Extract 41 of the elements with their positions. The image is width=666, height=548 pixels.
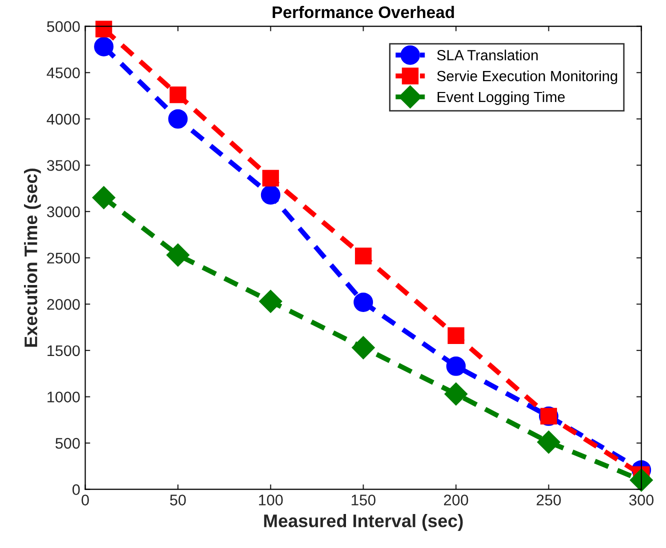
y-tick-label: 5000 bbox=[47, 21, 80, 32]
point bbox=[262, 170, 279, 187]
y-tick-label: 4000 bbox=[46, 114, 80, 125]
y-tick-label: 3500 bbox=[46, 160, 80, 171]
x-tick-label: 200 bbox=[444, 494, 468, 506]
point bbox=[444, 382, 468, 406]
y-tick-label: 4500 bbox=[46, 67, 80, 78]
point bbox=[537, 430, 560, 454]
y-tick-label: 0 bbox=[72, 484, 80, 496]
point bbox=[354, 292, 374, 312]
legend-label: Servie Execution Monitoring bbox=[437, 70, 618, 84]
x-tick-label: 0 bbox=[82, 494, 89, 506]
y-tick-label: 2000 bbox=[47, 299, 80, 310]
point bbox=[354, 248, 372, 264]
x-tick-label: 100 bbox=[259, 494, 283, 506]
y-axis-title: Execution Time (sec) bbox=[24, 168, 41, 347]
point bbox=[446, 356, 466, 376]
legend-label: SLA Translation bbox=[437, 50, 538, 60]
legend-label: Event Logging Time bbox=[438, 91, 565, 106]
chart-title: Performance Overhead bbox=[272, 6, 454, 18]
x-tick-label: 300 bbox=[629, 494, 654, 506]
point bbox=[259, 290, 282, 313]
y-tick-label: 1500 bbox=[48, 345, 80, 356]
y-tick-label: 1000 bbox=[48, 392, 80, 402]
x-tick-label: 50 bbox=[170, 494, 186, 506]
point bbox=[92, 186, 116, 210]
point bbox=[168, 109, 188, 129]
y-tick-label: 2500 bbox=[47, 252, 80, 264]
y-tick-label: 3000 bbox=[46, 206, 80, 218]
point bbox=[95, 20, 112, 38]
point bbox=[448, 327, 464, 344]
x-tick-label: 250 bbox=[536, 494, 561, 506]
y-tick-label: 500 bbox=[56, 438, 80, 449]
point bbox=[170, 86, 186, 104]
x-tick-label: 150 bbox=[352, 494, 376, 506]
point bbox=[166, 244, 190, 267]
point bbox=[630, 468, 653, 492]
point bbox=[260, 185, 280, 205]
point bbox=[352, 336, 375, 360]
x-axis-title: Measured Interval (sec) bbox=[264, 514, 463, 531]
point bbox=[94, 36, 114, 56]
